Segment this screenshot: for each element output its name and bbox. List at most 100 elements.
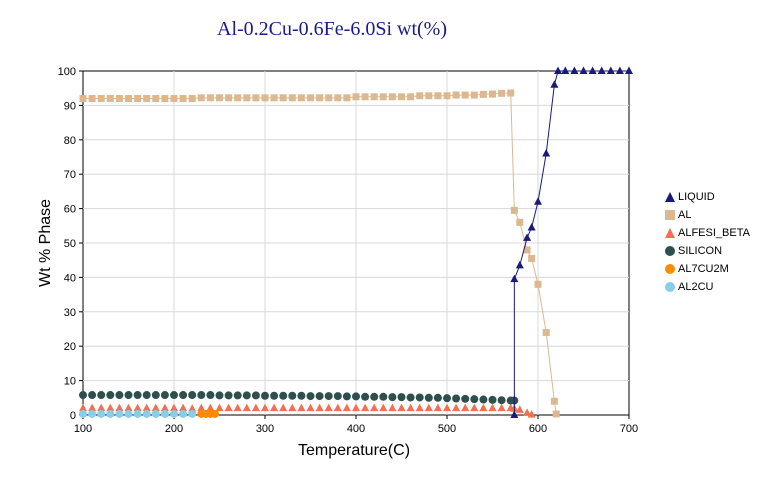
alfesi-beta-point (188, 404, 197, 412)
silicon-point (415, 393, 424, 402)
al-point (388, 93, 396, 101)
al-point (88, 95, 96, 103)
liquid-point (579, 66, 588, 74)
al-point (379, 93, 387, 101)
legend-label: AL2CU (678, 281, 714, 293)
alfesi-beta-point (527, 410, 536, 418)
al-point (152, 95, 160, 103)
alfesi-beta-point (461, 403, 470, 412)
alfesi-beta-point (88, 403, 97, 412)
al-point (216, 94, 223, 102)
x-tick-label: 600 (529, 423, 547, 435)
al-point (523, 246, 531, 254)
series-liquid (510, 66, 633, 418)
silicon-point (424, 393, 433, 402)
series-layer (79, 66, 633, 418)
al-point (434, 92, 442, 100)
al-point (206, 94, 214, 102)
alfesi-beta-point (106, 403, 115, 412)
al-point (550, 397, 558, 405)
silicon-point (251, 391, 260, 400)
legend-label: SILICON (678, 245, 723, 257)
al2cu-point (97, 409, 106, 418)
silicon-point (106, 391, 115, 400)
al-point (297, 94, 305, 102)
alfesi-beta-point (79, 403, 87, 412)
al-point (79, 95, 87, 103)
y-tick-label: 20 (64, 341, 76, 353)
liquid-point (554, 66, 563, 74)
silicon-point (488, 395, 497, 404)
alfesi-beta-point (288, 403, 297, 412)
y-tick-label: 80 (64, 135, 76, 147)
alfesi-beta-point (133, 403, 142, 412)
alfesi-beta-point (479, 403, 488, 412)
liquid-point (542, 149, 551, 157)
al-point (461, 91, 469, 99)
al-point (507, 89, 515, 97)
silicon-point (261, 391, 269, 400)
alfesi-beta-point (452, 403, 461, 412)
y-tick-label: 90 (64, 100, 76, 112)
al-point (134, 95, 142, 103)
silicon-point (160, 391, 169, 400)
y-tick-label: 50 (64, 238, 76, 250)
silicon-point (279, 391, 288, 400)
y-tick-label: 60 (64, 204, 76, 216)
legend-label: AL (678, 209, 692, 221)
legend-label: LIQUID (678, 191, 715, 203)
legend-item-alfesi-beta: ALFESI_BETA (664, 224, 750, 242)
legend-silicon-marker-icon (665, 246, 675, 256)
alfesi-beta-point (224, 403, 233, 412)
series-al (79, 89, 560, 418)
al-point (516, 218, 524, 226)
x-axis-ticks: 100 200 300 400 500 600 700 (74, 415, 638, 435)
al2cu-point (124, 409, 133, 418)
alfesi-beta-point (515, 405, 524, 413)
legend-item-silicon: SILICON (664, 242, 750, 260)
alfesi-beta-point (388, 403, 397, 412)
alfesi-beta-point (488, 403, 497, 412)
silicon-point (315, 392, 324, 401)
al7cu2m-point (210, 409, 219, 418)
legend-liquid-marker-icon (665, 192, 675, 202)
al-point (170, 95, 178, 103)
silicon-point (242, 391, 251, 400)
silicon-point (443, 394, 451, 403)
series-al7cu2m (197, 409, 219, 418)
x-tick-label: 200 (165, 423, 183, 435)
al-point (470, 91, 478, 99)
al-point (510, 206, 518, 214)
al-point (425, 92, 433, 100)
liquid-point (510, 410, 519, 418)
silicon-point (406, 393, 415, 402)
al-point (234, 94, 242, 102)
alfesi-beta-point (251, 403, 260, 412)
alfesi-beta-point (179, 403, 188, 412)
x-tick-label: 700 (620, 423, 638, 435)
legend-item-liquid: LIQUID (664, 188, 750, 206)
al-point (552, 410, 560, 418)
y-tick-label: 30 (64, 307, 76, 319)
legend-label: ALFESI_BETA (678, 227, 750, 239)
alfesi-beta-point (170, 403, 178, 412)
liquid-point (534, 197, 542, 205)
al2cu-point (115, 409, 124, 418)
alfesi-beta-point (115, 403, 124, 412)
al2cu-point (106, 409, 115, 418)
silicon-point (433, 393, 442, 402)
al2cu-point (151, 409, 160, 418)
al-point (225, 94, 233, 102)
silicon-point (361, 392, 370, 401)
al-point (270, 94, 278, 102)
silicon-point (188, 391, 197, 400)
alfesi-beta-point (270, 403, 279, 412)
al-point (398, 93, 405, 101)
alfesi-beta-point (197, 403, 206, 412)
legend-al-marker-icon (665, 210, 675, 220)
silicon-point (79, 391, 87, 400)
al-point (188, 95, 196, 103)
al-point (125, 95, 132, 103)
al-point (197, 94, 205, 102)
silicon-point (388, 393, 397, 402)
